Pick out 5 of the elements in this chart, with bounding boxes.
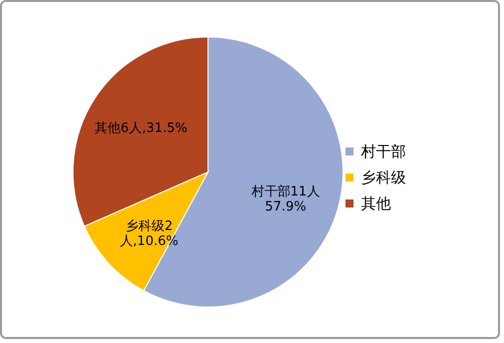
data-label: 其他6人,31.5% (94, 121, 188, 136)
legend-label: 乡科级 (361, 168, 406, 186)
legend-label: 其他 (361, 194, 391, 212)
legend-label: 村干部 (360, 142, 406, 160)
data-label: 村干部11人 57.9% (250, 184, 320, 215)
